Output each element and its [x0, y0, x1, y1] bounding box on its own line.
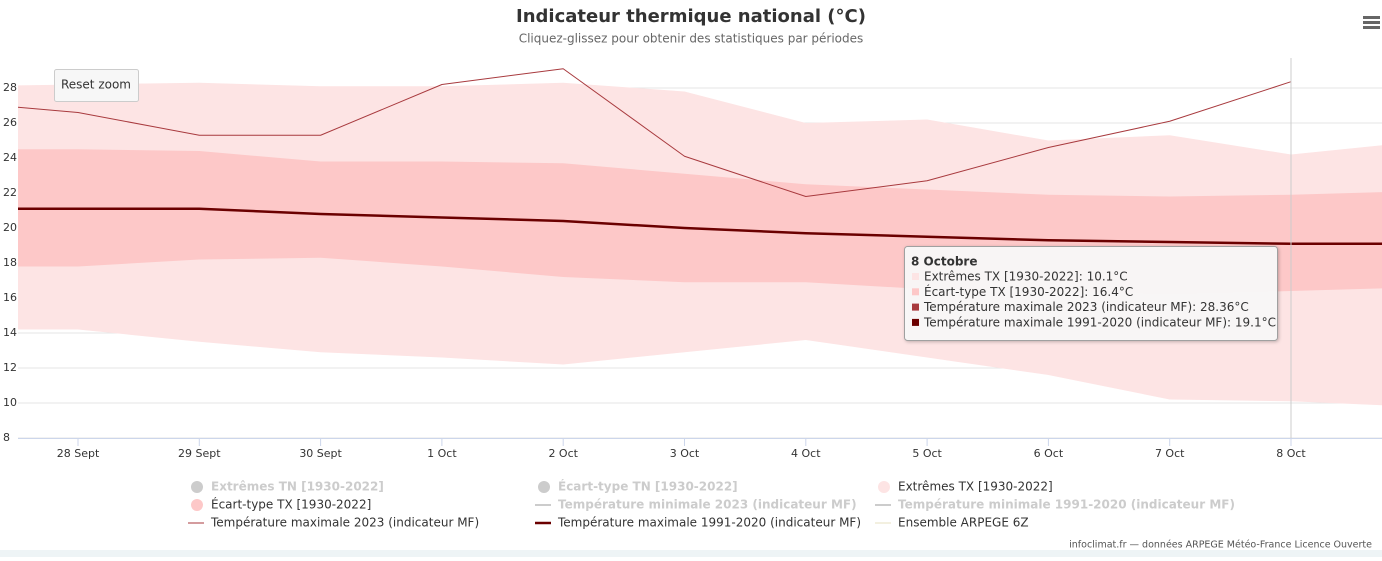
legend-item[interactable]: Température minimale 2023 (indicateur MF… — [535, 498, 857, 512]
legend-item[interactable]: Extrêmes TX [1930-2022] — [878, 480, 1053, 494]
chart-title: Indicateur thermique national (°C) — [516, 6, 866, 27]
y-tick-label: 12 — [3, 361, 17, 374]
y-tick-label: 24 — [3, 151, 17, 164]
y-tick-label: 22 — [3, 186, 17, 199]
chart-subtitle: Cliquez-glissez pour obtenir des statist… — [519, 32, 864, 46]
legend-label: Extrêmes TX [1930-2022] — [898, 480, 1053, 494]
x-tick-label: 6 Oct — [1034, 447, 1064, 460]
menu-bar — [1363, 16, 1380, 19]
x-tick-label: 7 Oct — [1155, 447, 1185, 460]
y-tick-label: 8 — [3, 431, 10, 444]
x-tick-label: 1 Oct — [427, 447, 457, 460]
x-tick-label: 29 Sept — [178, 447, 221, 460]
tooltip-item: Écart-type TX [1930-2022]: 16.4°C — [924, 284, 1133, 299]
y-tick-label: 20 — [3, 221, 17, 234]
y-tick-label: 26 — [3, 116, 17, 129]
x-tick-label: 2 Oct — [548, 447, 578, 460]
button-label: Reset zoom — [61, 78, 131, 92]
button-bg — [54, 69, 139, 102]
legend-item[interactable]: Écart-type TX [1930-2022] — [191, 497, 371, 512]
y-tick-label: 18 — [3, 256, 17, 269]
legend-item[interactable]: Température minimale 1991-2020 (indicate… — [875, 498, 1235, 512]
legend-label: Écart-type TX [1930-2022] — [211, 497, 371, 512]
x-tick-label: 5 Oct — [912, 447, 942, 460]
tooltip-marker — [912, 303, 919, 311]
legend-symbol — [191, 481, 203, 493]
x-tick-label: 3 Oct — [670, 447, 700, 460]
legend-symbol — [878, 481, 890, 493]
legend-item[interactable]: Écart-type TN [1930-2022] — [538, 479, 738, 494]
x-tick-label: 28 Sept — [57, 447, 100, 460]
y-tick-label: 28 — [3, 81, 17, 94]
x-tick-label: 30 Sept — [299, 447, 342, 460]
y-tick-label: 16 — [3, 291, 17, 304]
legend-label: Ensemble ARPEGE 6Z — [898, 516, 1029, 530]
legend-label: Température maximale 2023 (indicateur MF… — [210, 516, 479, 530]
y-tick-label: 14 — [3, 326, 17, 339]
legend-label: Extrêmes TN [1930-2022] — [211, 480, 384, 494]
legend-symbol — [191, 499, 203, 511]
tooltip-bg — [904, 246, 1278, 341]
footer-strip — [0, 550, 1382, 557]
y-tick-label: 10 — [3, 396, 17, 409]
tooltip-marker — [912, 288, 919, 296]
series-line — [18, 68, 1292, 197]
x-tick-label: 8 Oct — [1276, 447, 1306, 460]
menu-bar — [1363, 26, 1380, 29]
tooltip-item: Température maximale 2023 (indicateur MF… — [923, 300, 1249, 314]
reset-zoom-button[interactable]: Reset zoom — [54, 69, 139, 102]
tooltip-marker — [912, 273, 919, 280]
legend-label: Température maximale 1991-2020 (indicate… — [557, 516, 861, 530]
tooltip-marker — [912, 318, 919, 326]
legend-item[interactable]: Ensemble ARPEGE 6Z — [875, 516, 1029, 530]
legend-item[interactable]: Extrêmes TN [1930-2022] — [191, 480, 384, 494]
legend-item[interactable]: Température maximale 1991-2020 (indicate… — [535, 516, 861, 530]
x-tick-label: 4 Oct — [791, 447, 821, 460]
legend-symbol — [538, 481, 550, 493]
legend-item[interactable]: Température maximale 2023 (indicateur MF… — [188, 516, 479, 530]
legend-label: Température minimale 2023 (indicateur MF… — [558, 498, 857, 512]
tooltip-title: 8 Octobre — [911, 255, 977, 269]
series-line — [18, 207, 1382, 245]
credits: infoclimat.fr — données ARPEGE Météo-Fra… — [1069, 540, 1372, 551]
legend-label: Température minimale 1991-2020 (indicate… — [898, 498, 1235, 512]
menu-button[interactable] — [1363, 16, 1380, 29]
tooltip-item: Extrêmes TX [1930-2022]: 10.1°C — [924, 270, 1128, 284]
tooltip-item: Température maximale 1991-2020 (indicate… — [923, 315, 1276, 329]
menu-bar — [1363, 21, 1380, 24]
legend-label: Écart-type TN [1930-2022] — [558, 479, 738, 494]
